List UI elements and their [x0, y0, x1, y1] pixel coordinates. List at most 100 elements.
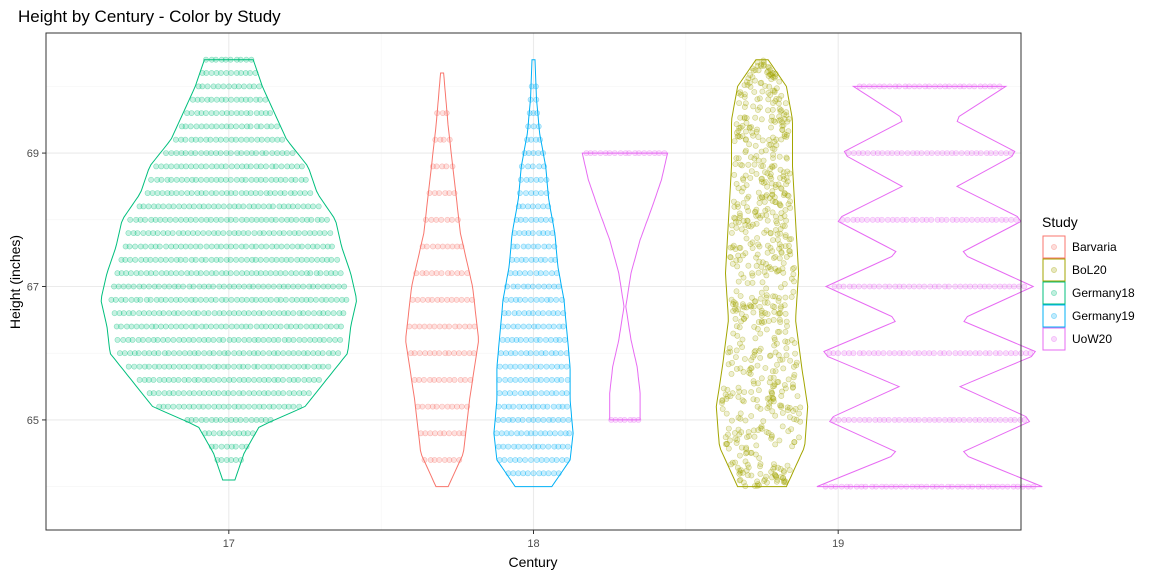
- data-point: [777, 202, 783, 208]
- data-point: [737, 365, 744, 372]
- data-point: [279, 150, 286, 156]
- data-point: [784, 178, 791, 185]
- data-point: [306, 230, 313, 236]
- data-point: [458, 270, 465, 277]
- data-point: [330, 350, 336, 357]
- data-point: [510, 243, 517, 250]
- data-point: [765, 107, 771, 114]
- data-point: [740, 274, 747, 281]
- data-point: [222, 96, 229, 103]
- data-point: [438, 216, 445, 223]
- data-point: [778, 284, 784, 291]
- data-point: [538, 457, 545, 463]
- data-point: [781, 213, 788, 219]
- data-point: [185, 230, 191, 236]
- data-point: [246, 390, 252, 397]
- data-point: [262, 96, 269, 103]
- data-point: [170, 390, 177, 397]
- data-point: [238, 136, 245, 143]
- data-point: [757, 463, 763, 470]
- data-point: [498, 430, 505, 437]
- data-point: [874, 150, 881, 156]
- data-point: [745, 207, 752, 214]
- data-point: [772, 98, 779, 104]
- data-point: [444, 403, 451, 410]
- data-point: [549, 270, 555, 277]
- data-point: [270, 363, 276, 370]
- data-point: [543, 457, 550, 463]
- data-point: [125, 363, 132, 370]
- data-point: [946, 83, 953, 90]
- data-point: [255, 350, 261, 357]
- data-point: [774, 231, 781, 237]
- data-point: [742, 149, 749, 155]
- data-point: [994, 483, 1001, 490]
- data-point: [754, 482, 761, 489]
- data-point: [778, 404, 784, 410]
- data-point: [428, 216, 435, 223]
- data-point: [523, 350, 530, 357]
- data-point: [790, 384, 796, 390]
- data-point: [505, 470, 512, 477]
- data-point: [211, 390, 217, 397]
- data-point: [781, 479, 788, 486]
- data-point: [766, 403, 773, 410]
- data-point: [259, 150, 266, 156]
- data-point: [452, 323, 458, 330]
- data-point: [311, 310, 317, 317]
- data-point: [538, 190, 544, 196]
- data-point: [182, 123, 189, 130]
- data-point: [235, 403, 242, 410]
- data-point: [766, 195, 773, 201]
- data-point: [244, 430, 251, 437]
- data-point: [178, 190, 185, 196]
- data-point: [256, 310, 263, 317]
- data-point: [237, 416, 244, 423]
- data-point: [208, 443, 215, 450]
- data-point: [451, 376, 458, 383]
- data-point: [560, 416, 566, 423]
- data-point: [548, 256, 554, 263]
- data-point: [120, 336, 127, 343]
- data-point: [171, 310, 177, 317]
- data-point: [270, 230, 277, 236]
- data-point: [770, 100, 776, 106]
- data-point: [272, 190, 278, 196]
- data-point: [744, 280, 751, 286]
- data-point: [285, 350, 292, 357]
- data-point: [146, 363, 152, 370]
- data-point: [787, 248, 793, 254]
- data-point: [247, 70, 253, 76]
- data-point: [750, 378, 757, 385]
- data-point: [786, 248, 793, 255]
- data-point: [456, 350, 462, 357]
- data-point: [979, 483, 986, 490]
- data-point: [330, 310, 337, 317]
- data-point: [280, 363, 287, 370]
- data-point: [208, 123, 215, 130]
- data-point: [233, 136, 239, 143]
- data-point: [218, 176, 224, 183]
- data-point: [771, 308, 778, 315]
- data-point: [288, 163, 295, 170]
- data-point: [310, 203, 316, 210]
- data-point: [213, 416, 219, 423]
- data-point: [433, 163, 440, 170]
- data-point: [166, 363, 172, 370]
- data-point: [168, 296, 174, 303]
- data-point: [543, 336, 549, 343]
- data-point: [997, 416, 1004, 423]
- data-point: [533, 83, 539, 90]
- legend-key: [1042, 281, 1066, 305]
- data-point: [146, 283, 152, 290]
- data-point: [451, 190, 458, 196]
- data-point: [280, 390, 287, 397]
- data-point: [188, 270, 195, 277]
- data-point: [528, 430, 534, 437]
- data-point: [748, 472, 755, 479]
- data-point: [152, 323, 159, 330]
- data-point: [748, 413, 755, 419]
- data-point: [746, 369, 752, 376]
- data-point: [262, 176, 269, 183]
